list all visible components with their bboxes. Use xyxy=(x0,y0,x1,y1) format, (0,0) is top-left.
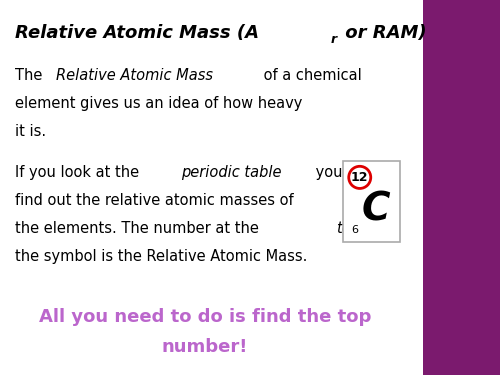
Text: periodic table: periodic table xyxy=(181,165,282,180)
Text: you can: you can xyxy=(311,165,374,180)
FancyBboxPatch shape xyxy=(342,161,400,242)
Text: the symbol is the Relative Atomic Mass.: the symbol is the Relative Atomic Mass. xyxy=(15,249,308,264)
Text: element gives us an idea of how heavy: element gives us an idea of how heavy xyxy=(15,96,302,111)
Text: Relative Atomic Mass: Relative Atomic Mass xyxy=(56,68,214,82)
Text: The: The xyxy=(15,68,47,82)
Text: it is.: it is. xyxy=(15,124,46,139)
Text: If you look at the: If you look at the xyxy=(15,165,144,180)
Text: All you need to do is find the top: All you need to do is find the top xyxy=(39,308,371,326)
Text: of a chemical: of a chemical xyxy=(259,68,362,82)
Text: number!: number! xyxy=(162,338,248,356)
Text: of: of xyxy=(366,221,385,236)
FancyBboxPatch shape xyxy=(422,0,500,375)
Text: 12: 12 xyxy=(351,171,368,184)
Text: or RAM): or RAM) xyxy=(339,24,426,42)
Text: the elements. The number at the: the elements. The number at the xyxy=(15,221,264,236)
Text: Relative Atomic Mass (A: Relative Atomic Mass (A xyxy=(15,24,259,42)
Text: find out the relative atomic masses of: find out the relative atomic masses of xyxy=(15,193,293,208)
Text: C: C xyxy=(362,190,390,229)
Text: 6: 6 xyxy=(352,225,358,235)
Text: r: r xyxy=(331,33,337,46)
Text: top: top xyxy=(336,221,359,236)
